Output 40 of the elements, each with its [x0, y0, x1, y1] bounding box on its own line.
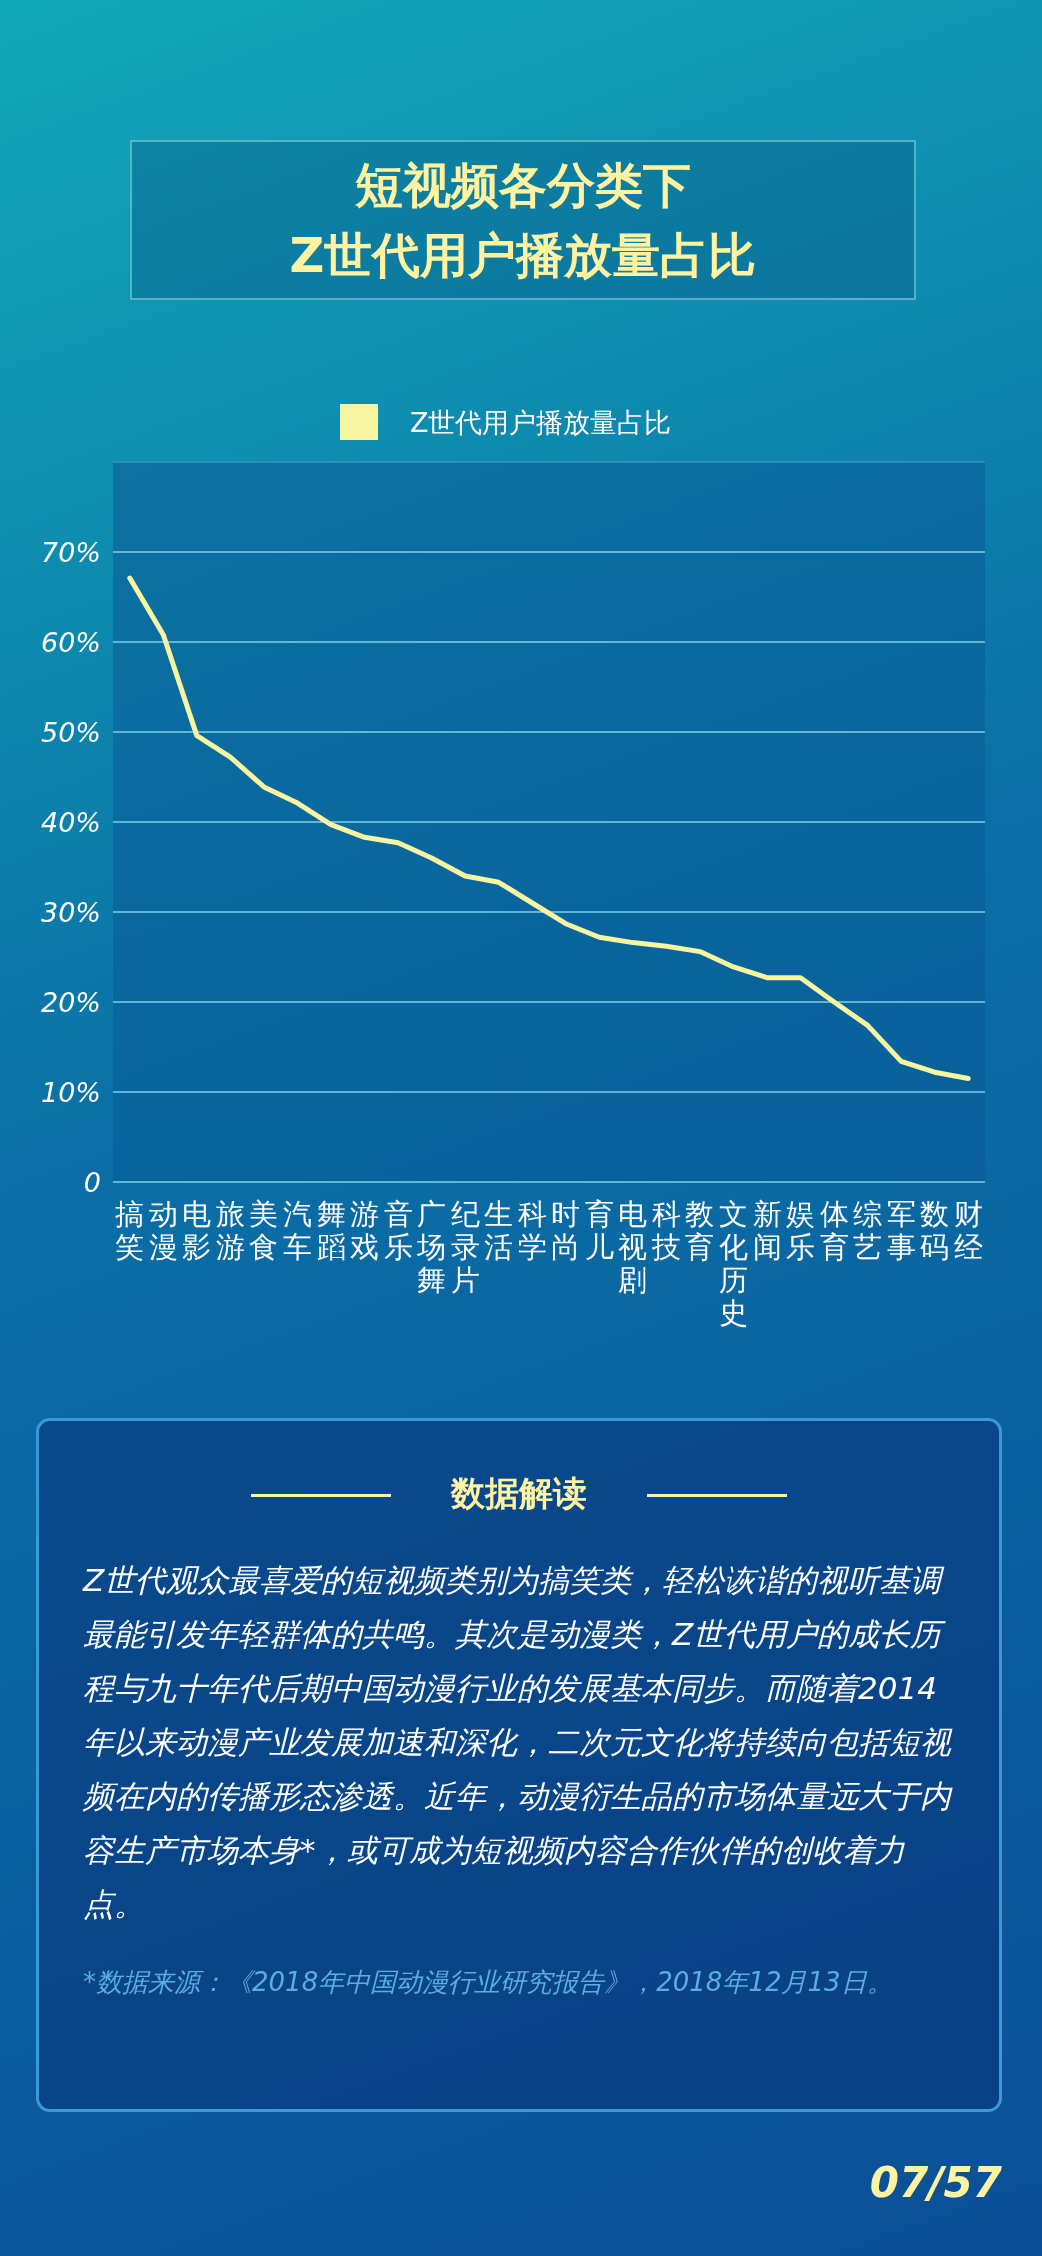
y-tick-label: 30%: [40, 897, 101, 928]
x-tick-label: 动漫: [148, 1197, 178, 1264]
y-tick-label: 20%: [40, 987, 101, 1018]
x-tick-label: 育儿: [584, 1197, 614, 1264]
x-tick-label: 科技: [650, 1197, 681, 1264]
x-tick-label: 舞蹈: [316, 1197, 346, 1264]
x-tick-label: 电影: [182, 1197, 212, 1264]
x-tick-label: 教育: [685, 1197, 715, 1264]
x-tick-label: 科学: [517, 1197, 547, 1264]
x-tick-label: 广场舞: [416, 1197, 447, 1297]
x-tick-label: 军事: [886, 1197, 916, 1264]
x-tick-label: 新闻: [752, 1197, 782, 1264]
x-tick-label: 游戏: [350, 1197, 380, 1264]
x-tick-label: 文化历史: [718, 1197, 748, 1330]
y-tick-label: 50%: [40, 717, 101, 748]
x-tick-label: 娱乐: [786, 1197, 816, 1264]
text: Z世代观众最喜爱的短视频类别为搞笑类，轻松诙谐的视听基调最能引发年轻群体的共鸣。其次是动漫类，Z世代用户的成长历程与九十年代后期中国动漫行业的发展基本同步。而随着2014年以来动漫产业发展加速和深化，二次元文化将持续向包括短视频在内的传播形态渗透。近年，动漫衍生品的市场体量远大于内容生产市场本身*，或可成为短视频内容合作伙伴的创收着力点。: [83, 1561, 954, 1924]
y-tick-label: 0: [83, 1167, 101, 1198]
x-tick-label: 电视剧: [618, 1197, 648, 1297]
y-tick-label: 60%: [40, 627, 101, 658]
text: *数据来源：《2018年中国动漫行业研究报告》，2018年12月13日。: [83, 1966, 894, 1999]
x-tick-label: 体育: [819, 1197, 849, 1264]
x-tick-label: 数码: [920, 1197, 950, 1264]
legend-label: Z世代用户播放量占比: [410, 407, 672, 438]
x-tick-label: 生活: [484, 1197, 514, 1264]
x-tick-label: 财经: [953, 1197, 983, 1264]
text: 07/57: [869, 2158, 1002, 2207]
x-tick-label: 汽车: [282, 1197, 312, 1264]
x-tick-label: 时尚: [551, 1197, 581, 1264]
y-tick-label: 10%: [40, 1077, 101, 1108]
x-tick-label: 纪录片: [450, 1197, 480, 1297]
x-tick-label: 搞笑: [115, 1197, 145, 1264]
chart-title: 短视频各分类下 Z世代用户播放量占比: [288, 156, 758, 285]
x-tick-label: 音乐: [383, 1197, 413, 1264]
y-tick-label: 40%: [40, 807, 101, 838]
x-tick-label: 旅游: [215, 1197, 245, 1264]
y-tick-label: 70%: [40, 537, 101, 568]
x-tick-label: 美食: [249, 1197, 279, 1264]
x-tick-label: 综艺: [853, 1197, 883, 1264]
text: 数据解读: [451, 1473, 587, 1513]
